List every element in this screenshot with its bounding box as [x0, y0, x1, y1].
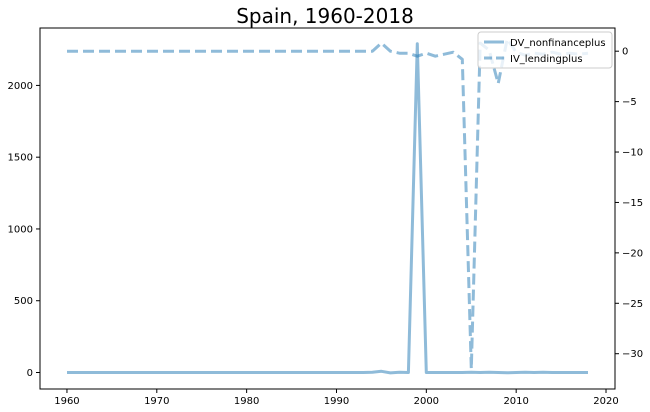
y-left-tick-label: 500 — [14, 296, 33, 307]
series-line-dv-nonfinanceplus — [67, 42, 588, 375]
chart-title: Spain, 1960-2018 — [236, 4, 414, 28]
y-right-tick-label: −15 — [622, 198, 643, 209]
x-tick-label: 2000 — [414, 396, 439, 407]
y-left-tick-label: 1500 — [8, 153, 33, 164]
x-tick-label: 1990 — [324, 396, 349, 407]
legend-box — [477, 31, 613, 69]
y-right-tick-label: −30 — [622, 349, 643, 360]
y-left-tick-label: 0 — [27, 368, 33, 379]
x-axis: 1960 1970 1980 1990 2000 2010 2020 — [54, 389, 619, 407]
y-left-tick-label: 1000 — [8, 224, 33, 235]
x-tick-label: 2010 — [503, 396, 528, 407]
x-tick-label: 1980 — [234, 396, 259, 407]
series-line-iv-lendingplus — [67, 37, 589, 371]
x-tick-label: 1970 — [144, 396, 169, 407]
y-left-tick-label: 2000 — [8, 81, 33, 92]
y-right-tick-label: 0 — [622, 47, 628, 58]
series-layer — [67, 37, 589, 375]
y-right-tick-label: −25 — [622, 299, 643, 310]
y-axis-left: 0 500 1000 1500 2000 — [8, 81, 40, 379]
y-right-tick-label: −5 — [622, 97, 637, 108]
x-tick-label: 2020 — [593, 396, 618, 407]
y-right-tick-label: −10 — [622, 148, 643, 159]
x-tick-label: 1960 — [54, 396, 79, 407]
y-axis-right: 0 −5 −10 −15 −20 −25 −30 — [615, 47, 643, 360]
legend-label-iv-lendingplus: IV_lendingplus — [510, 54, 583, 65]
y-right-tick-label: −20 — [622, 248, 643, 259]
plot-frame — [39, 27, 616, 390]
legend: DV_nonfinanceplus IV_lendingplus — [477, 31, 613, 69]
legend-label-dv-nonfinanceplus: DV_nonfinanceplus — [510, 38, 606, 49]
